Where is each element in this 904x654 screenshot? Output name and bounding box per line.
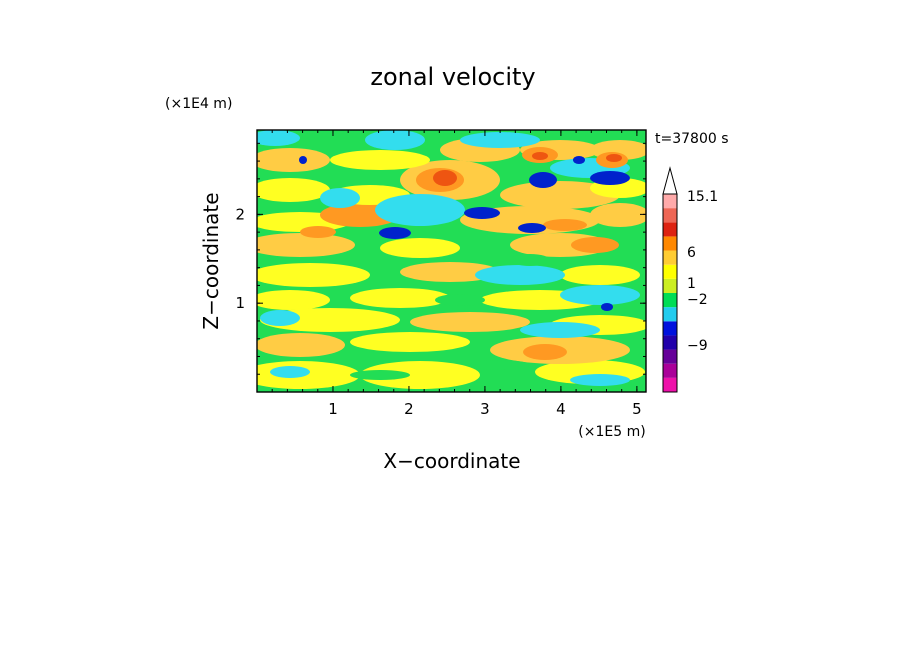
contour-region bbox=[529, 172, 557, 188]
contour-region bbox=[270, 366, 310, 378]
x-tick-label: 4 bbox=[556, 400, 566, 418]
x-axis-ticks: 1 2 3 4 5 bbox=[271, 130, 642, 418]
x-tick-label: 1 bbox=[328, 400, 338, 418]
colorbar-label: −9 bbox=[687, 338, 708, 354]
contour-region bbox=[400, 262, 500, 282]
colorbar-label: −2 bbox=[687, 292, 708, 308]
contour-region bbox=[518, 223, 546, 233]
contour-region bbox=[379, 227, 411, 239]
contour-region bbox=[257, 290, 330, 310]
y-tick-label: 2 bbox=[235, 205, 245, 223]
y-scale-label: (×1E4 m) bbox=[165, 96, 232, 112]
colorbar-band bbox=[663, 349, 677, 364]
contour-region bbox=[601, 303, 613, 311]
x-tick-label: 2 bbox=[404, 400, 414, 418]
contour-region bbox=[464, 207, 500, 219]
x-tick-label: 3 bbox=[480, 400, 490, 418]
contour-region bbox=[350, 332, 470, 352]
plot-frame bbox=[256, 129, 647, 393]
contour-region bbox=[257, 148, 330, 172]
colorbar-band bbox=[663, 264, 677, 279]
colorbar-band bbox=[663, 321, 677, 336]
contour-region bbox=[460, 132, 540, 148]
colorbar-band bbox=[663, 194, 677, 209]
colorbar-band bbox=[663, 363, 677, 378]
contour-region bbox=[520, 322, 600, 338]
time-label: t=37800 s bbox=[655, 131, 729, 147]
colorbar-band bbox=[663, 208, 677, 223]
contour-region bbox=[257, 178, 330, 202]
contour-region bbox=[350, 370, 410, 380]
contour-region bbox=[360, 361, 480, 389]
contour-region bbox=[560, 285, 640, 305]
contour-region bbox=[573, 156, 585, 164]
contour-region bbox=[433, 170, 457, 186]
colorbar-label: 1 bbox=[687, 276, 696, 292]
colorbar-frame bbox=[662, 193, 678, 393]
contour-region bbox=[590, 171, 630, 185]
contour-field bbox=[257, 130, 646, 392]
x-scale-label: (×1E5 m) bbox=[578, 424, 645, 440]
contour-region bbox=[470, 360, 530, 370]
contour-region bbox=[543, 219, 587, 231]
colorbar: 15.1 6 1−2 −9 bbox=[662, 166, 718, 393]
contour-region bbox=[380, 238, 460, 258]
x-axis-title: X−coordinate bbox=[383, 449, 520, 473]
contour-region bbox=[257, 333, 345, 357]
contour-region bbox=[435, 294, 485, 306]
colorbar-band bbox=[663, 335, 677, 350]
contour-region bbox=[257, 130, 300, 146]
contour-region bbox=[257, 263, 370, 287]
contour-region bbox=[606, 154, 622, 162]
chart-title: zonal velocity bbox=[370, 63, 535, 91]
contour-region bbox=[590, 203, 646, 227]
contour-region bbox=[410, 312, 530, 332]
colorbar-band bbox=[663, 250, 677, 265]
y-tick-label: 1 bbox=[235, 294, 245, 312]
colorbar-band bbox=[663, 377, 677, 392]
contour-region bbox=[350, 288, 450, 308]
colorbar-band bbox=[663, 278, 677, 293]
x-tick-label: 5 bbox=[632, 400, 642, 418]
contour-region bbox=[560, 265, 640, 285]
contour-region bbox=[320, 188, 360, 208]
contour-region bbox=[299, 156, 307, 164]
y-axis-ticks: 12 bbox=[235, 142, 646, 375]
y-axis-title: Z−coordinate bbox=[199, 192, 223, 329]
contour-region bbox=[510, 254, 550, 266]
contour-region bbox=[532, 152, 548, 160]
contour-region bbox=[365, 130, 425, 150]
colorbar-label: 6 bbox=[687, 245, 696, 261]
colorbar-extend-arrow bbox=[662, 166, 678, 195]
contour-region bbox=[475, 265, 565, 285]
colorbar-band bbox=[663, 293, 677, 308]
colorbar-label: 15.1 bbox=[687, 189, 718, 205]
colorbar-band bbox=[663, 307, 677, 322]
contour-regions bbox=[257, 130, 646, 389]
contour-region bbox=[570, 374, 630, 386]
contour-region bbox=[300, 226, 336, 238]
contour-region bbox=[257, 233, 355, 257]
contour-region bbox=[375, 194, 465, 226]
contour-region bbox=[330, 150, 430, 170]
colorbar-band bbox=[663, 222, 677, 237]
colorbar-band bbox=[663, 236, 677, 251]
contour-region bbox=[571, 237, 619, 253]
contour-region bbox=[523, 344, 567, 360]
contour-region bbox=[260, 310, 300, 326]
